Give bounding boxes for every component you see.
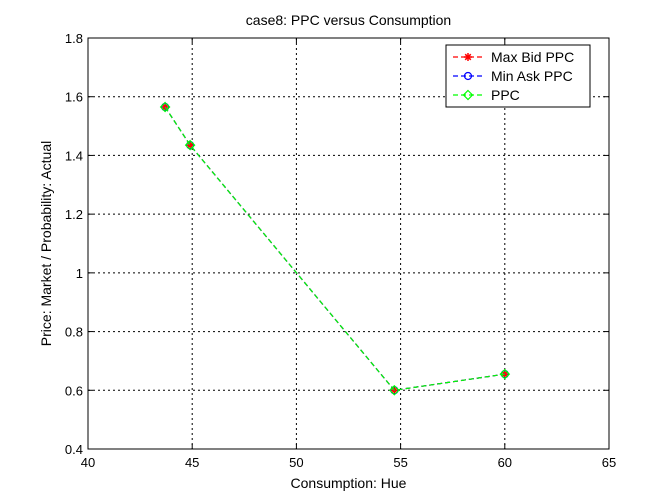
data-point — [184, 139, 196, 151]
y-tick-label: 0.8 — [65, 325, 83, 340]
chart-title: case8: PPC versus Consumption — [246, 12, 451, 28]
y-tick-label: 1.8 — [65, 31, 83, 46]
legend-marker — [464, 53, 472, 61]
x-tick-label: 40 — [81, 455, 95, 470]
legend-item: PPC — [453, 87, 520, 103]
legend-marker — [462, 89, 474, 101]
legend: Max Bid PPC Min Ask PPC PPC — [445, 44, 591, 108]
y-axis-label: Price: Market / Probability: Actual — [38, 141, 54, 346]
y-tick-label: 0.6 — [65, 383, 83, 398]
legend-label: PPC — [491, 87, 520, 103]
legend-label: Min Ask PPC — [491, 68, 573, 84]
star-stroke — [464, 53, 472, 61]
x-tick-label: 65 — [602, 455, 616, 470]
legend-marker — [463, 71, 473, 81]
legend-item: Max Bid PPC — [453, 49, 574, 65]
y-tick-label: 1.4 — [65, 148, 83, 163]
x-tick-label: 50 — [289, 455, 303, 470]
legend-item: Min Ask PPC — [453, 68, 573, 84]
plot-area-frame — [87, 37, 610, 450]
x-axis-label: Consumption: Hue — [291, 475, 407, 491]
series-line — [164, 106, 505, 391]
data-point — [499, 368, 511, 380]
data-point — [388, 384, 400, 396]
y-tick-label: 0.4 — [65, 442, 83, 457]
grid-lines — [88, 38, 609, 449]
y-tick-label: 1.2 — [65, 207, 83, 222]
y-tick-label: 1.6 — [65, 90, 83, 105]
x-tick-label: 60 — [498, 455, 512, 470]
data-point — [159, 101, 171, 113]
x-tick-label: 55 — [393, 455, 407, 470]
x-tick-label: 45 — [185, 455, 199, 470]
data-point — [161, 102, 170, 112]
series-layer — [159, 101, 511, 396]
series-ppc — [159, 101, 511, 396]
y-tick-label: 1 — [76, 266, 83, 281]
data-point — [186, 141, 195, 150]
axis-ticks: 40 45 50 55 60 65 0.4 0.6 0.8 1 1.2 1.4 1.6 1.8 — [65, 31, 616, 470]
legend-label: Max Bid PPC — [491, 49, 574, 65]
